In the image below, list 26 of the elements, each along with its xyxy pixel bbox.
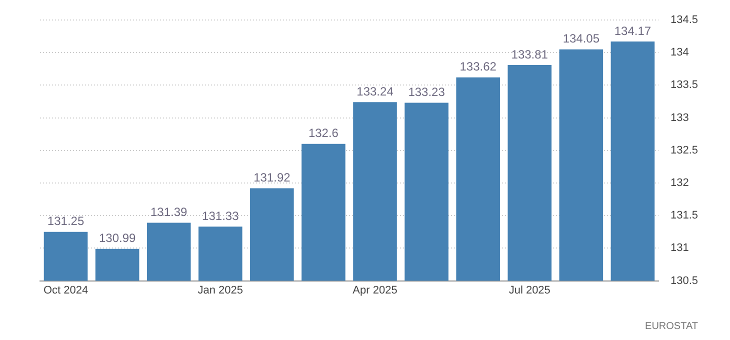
- y-tick-label: 131.5: [670, 210, 698, 222]
- x-tick-label: Oct 2024: [43, 284, 88, 296]
- data-label: 133.62: [460, 60, 497, 74]
- data-label: 130.99: [98, 231, 136, 246]
- y-tick-label: 131: [670, 242, 689, 254]
- y-tick-label: 132: [670, 177, 689, 190]
- data-label: 133.81: [511, 47, 548, 62]
- y-tick-label: 130.5: [670, 274, 698, 287]
- data-label: 131.33: [202, 208, 240, 223]
- text: EUROSTAT: [645, 321, 698, 332]
- data-label: 131.25: [47, 214, 84, 228]
- y-tick-label: 134: [670, 46, 689, 59]
- data-label: 133.24: [356, 84, 394, 98]
- x-tick-label: Apr 2025: [352, 284, 398, 296]
- data-label: 132.6: [308, 126, 339, 140]
- data-label: 134.17: [614, 24, 652, 38]
- data-label: 131.92: [254, 170, 291, 185]
- y-tick-label: 132.5: [670, 144, 698, 156]
- y-tick-label: 133: [670, 112, 689, 124]
- x-tick-label: Jul 2025: [508, 284, 550, 296]
- y-tick-label: 133.5: [670, 79, 698, 92]
- data-label: 133.23: [408, 85, 446, 100]
- x-tick-label: Jan 2025: [198, 284, 244, 296]
- data-label: 134.05: [562, 32, 600, 46]
- data-label: 131.39: [150, 205, 188, 220]
- y-tick-label: 134.5: [670, 14, 698, 26]
